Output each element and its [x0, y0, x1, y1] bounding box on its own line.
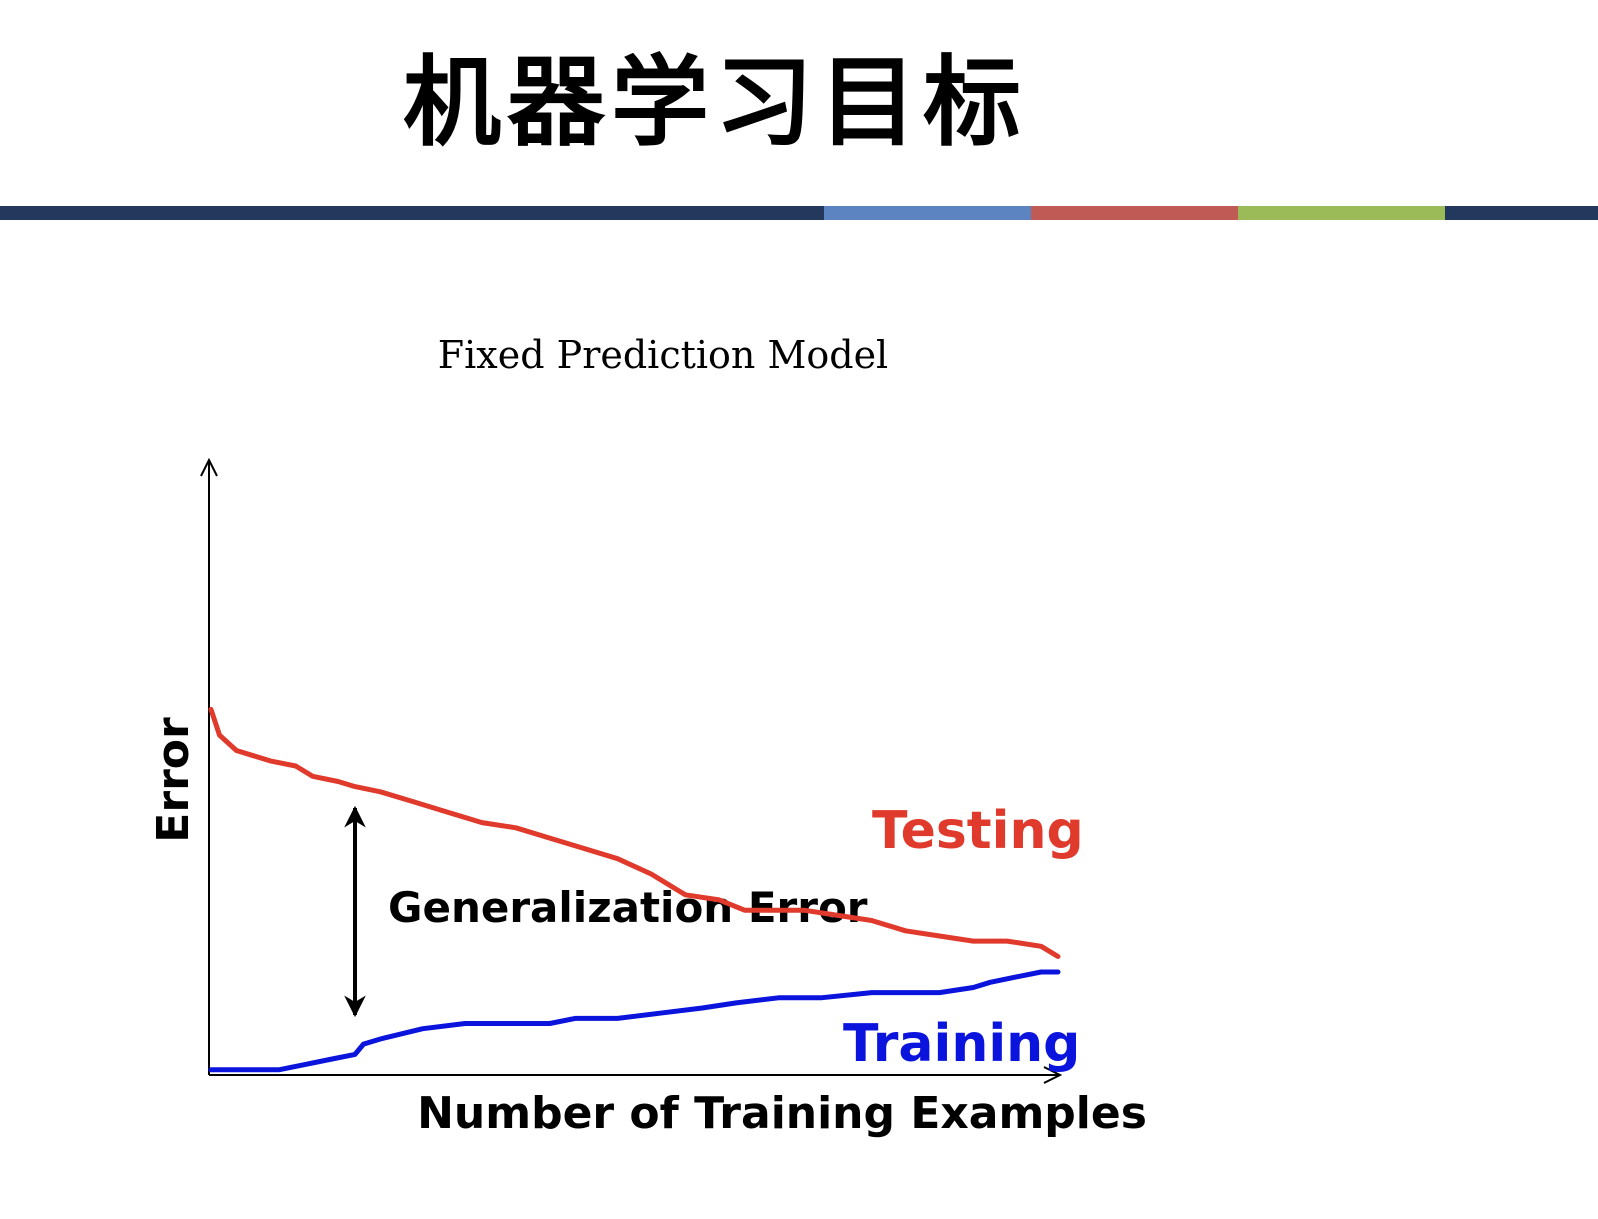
title-divider-bar [0, 206, 1598, 220]
series-layer [208, 706, 1061, 1073]
series-label-training: Training [843, 1014, 1080, 1074]
series-line-testing [208, 706, 1061, 959]
divider-segment-navy-end [1445, 206, 1598, 220]
x-axis-label: Number of Training Examples [417, 1088, 1147, 1139]
generalization-error-label: Generalization Error [388, 883, 868, 932]
series-label-testing: Testing [872, 801, 1084, 861]
divider-segment-blue [824, 206, 1031, 220]
series-line-training [208, 969, 1061, 1073]
divider-segment-red [1031, 206, 1238, 220]
slide-title: 机器学习目标 [402, 46, 1027, 160]
y-axis-label: Error [148, 717, 199, 843]
divider-segment-green [1238, 206, 1445, 220]
chart-title: Fixed Prediction Model [438, 333, 888, 377]
divider-segment-navy [0, 206, 824, 220]
